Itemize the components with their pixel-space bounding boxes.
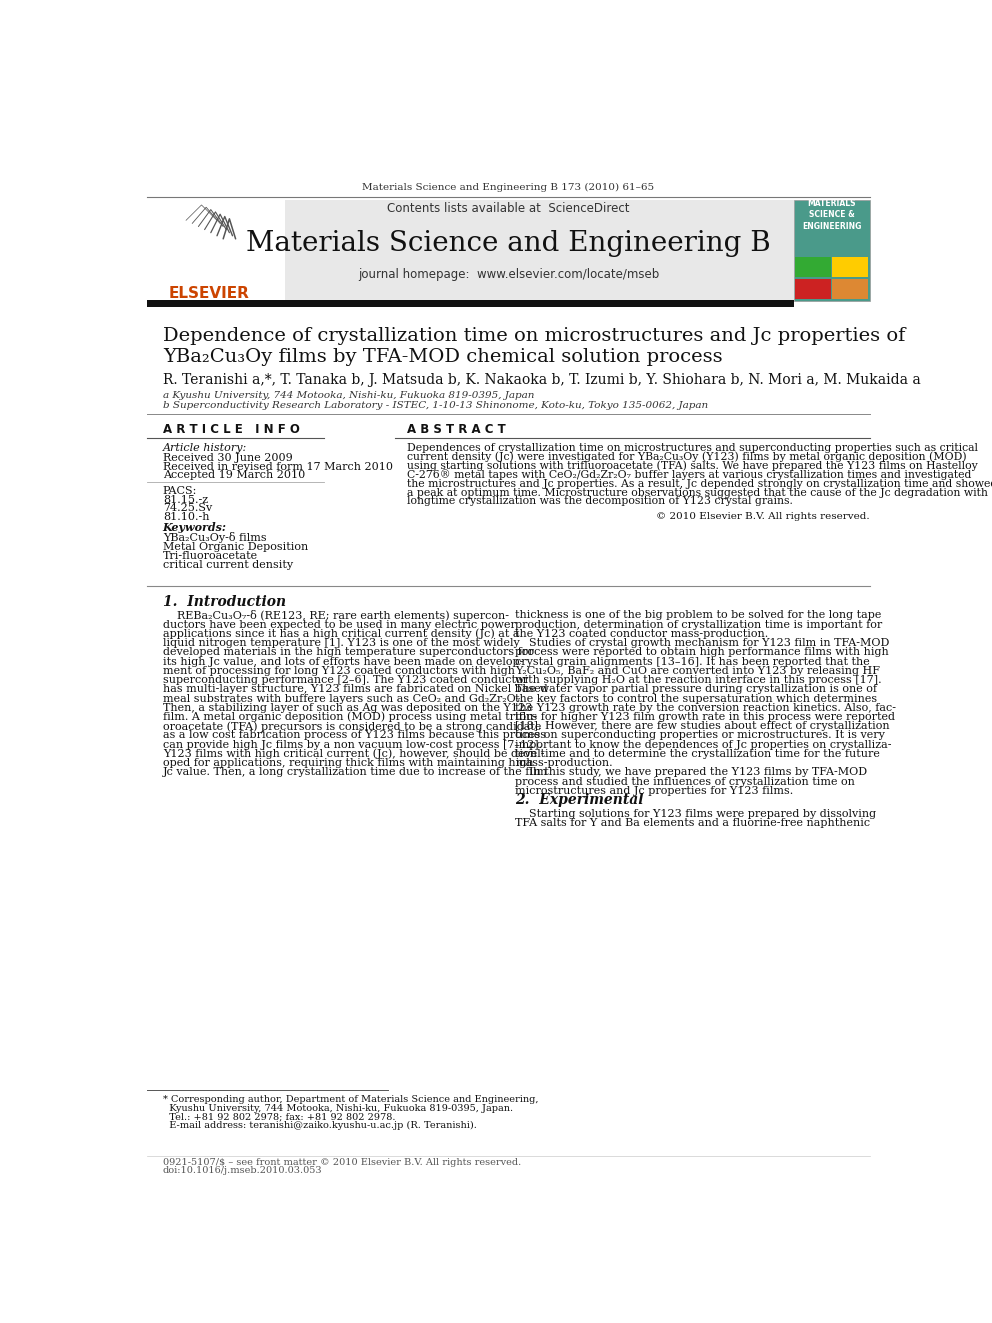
Text: oroacetate (TFA) precursors is considered to be a strong candidate: oroacetate (TFA) precursors is considere… [163,721,541,732]
Text: 81.15.-z: 81.15.-z [163,495,208,505]
Text: Dependence of crystallization time on microstructures and Jc properties of: Dependence of crystallization time on mi… [163,327,905,345]
Text: Received 30 June 2009: Received 30 June 2009 [163,454,293,463]
Text: process and studied the influences of crystallization time on: process and studied the influences of cr… [516,777,855,787]
Bar [147,200,286,302]
Text: Materials Science and Engineering B: Materials Science and Engineering B [246,230,771,257]
Text: Y123 films with high critical current (Jc), however, should be devel-: Y123 films with high critical current (J… [163,749,545,759]
Text: 74.25.Sv: 74.25.Sv [163,503,212,513]
Text: E-mail address: teranishi@zaiko.kyushu-u.ac.jp (R. Teranishi).: E-mail address: teranishi@zaiko.kyushu-u… [163,1121,476,1130]
Text: tion time and to determine the crystallization time for the future: tion time and to determine the crystalli… [516,749,880,759]
Text: Keywords:: Keywords: [163,523,227,533]
Text: Contents lists available at  ScienceDirect: Contents lists available at ScienceDirec… [387,202,630,216]
Text: TFA salts for Y and Ba elements and a fluorine-free naphthenic: TFA salts for Y and Ba elements and a fl… [516,818,871,828]
Text: the Y123 growth rate by the conversion reaction kinetics. Also, fac-: the Y123 growth rate by the conversion r… [516,703,897,713]
Text: has multi-layer structure, Y123 films are fabricated on Nickel based: has multi-layer structure, Y123 films ar… [163,684,548,695]
Text: production, determination of crystallization time is important for: production, determination of crystalliza… [516,619,883,630]
Text: Starting solutions for Y123 films were prepared by dissolving: Starting solutions for Y123 films were p… [516,810,877,819]
Text: journal homepage:  www.elsevier.com/locate/mseb: journal homepage: www.elsevier.com/locat… [358,267,659,280]
Bar [147,300,795,307]
Text: 81.10.-h: 81.10.-h [163,512,209,521]
Text: Materials Science and Engineering B 173 (2010) 61–65: Materials Science and Engineering B 173 … [362,183,655,192]
Text: © 2010 Elsevier B.V. All rights reserved.: © 2010 Elsevier B.V. All rights reserved… [656,512,870,521]
Text: b Superconductivity Research Laboratory - ISTEC, 1-10-13 Shinonome, Koto-ku, Tok: b Superconductivity Research Laboratory … [163,401,708,410]
Text: R. Teranishi a,*, T. Tanaka b, J. Matsuda b, K. Nakaoka b, T. Izumi b, Y. Shioha: R. Teranishi a,*, T. Tanaka b, J. Matsud… [163,373,921,386]
Text: ELSEVIER: ELSEVIER [169,286,250,302]
Text: meal substrates with buffere layers such as CeO₂ and Gd₂Zr₂O₇.: meal substrates with buffere layers such… [163,693,524,704]
Text: Dependences of crystallization time on microstructures and superconducting prope: Dependences of crystallization time on m… [407,443,978,454]
Text: film. A metal organic deposition (MOD) process using metal triflu-: film. A metal organic deposition (MOD) p… [163,712,537,722]
Text: tors for higher Y123 film growth rate in this process were reported: tors for higher Y123 film growth rate in… [516,712,896,722]
Text: superconducting performance [2–6]. The Y123 coated conductor: superconducting performance [2–6]. The Y… [163,675,528,685]
Text: ment of processing for long Y123 coated conductors with high: ment of processing for long Y123 coated … [163,665,515,676]
Text: its high Jc value, and lots of efforts have been made on develop-: its high Jc value, and lots of efforts h… [163,656,523,667]
Text: C-276® metal tapes with CeO₂/Gd₂Zr₂O₇ buffer layers at various crystallization t: C-276® metal tapes with CeO₂/Gd₂Zr₂O₇ bu… [407,470,971,480]
Text: developed materials in the high temperature superconductors for: developed materials in the high temperat… [163,647,534,658]
Text: with supplying H₂O at the reaction interface in this process [17].: with supplying H₂O at the reaction inter… [516,675,882,685]
Text: MATERIALS
SCIENCE &
ENGINEERING: MATERIALS SCIENCE & ENGINEERING [802,198,861,232]
Bar [795,200,870,302]
Text: a peak at optimum time. Microstructure observations suggested that the cause of : a peak at optimum time. Microstructure o… [407,488,988,497]
Text: PACS:: PACS: [163,486,197,496]
Text: Tri-fluoroacetate: Tri-fluoroacetate [163,552,258,561]
Text: current density (Jc) were investigated for YBa₂Cu₃Oy (Y123) films by metal organ: current density (Jc) were investigated f… [407,452,966,463]
Text: the key factors to control the supersaturation which determines: the key factors to control the supersatu… [516,693,878,704]
Text: microstructures and Jc properties for Y123 films.: microstructures and Jc properties for Y1… [516,786,794,796]
Text: can provide high Jc films by a non vacuum low-cost process [7–12].: can provide high Jc films by a non vacuu… [163,740,542,750]
Text: A R T I C L E   I N F O: A R T I C L E I N F O [163,423,300,437]
Text: the microstructures and Jc properties. As a result, Jc depended strongly on crys: the microstructures and Jc properties. A… [407,479,992,488]
Bar [832,279,868,299]
Text: applications since it has a high critical current density (Jc) at a: applications since it has a high critica… [163,628,519,639]
Text: YBa₂Cu₃Oy films by TFA-MOD chemical solution process: YBa₂Cu₃Oy films by TFA-MOD chemical solu… [163,348,722,365]
Text: REBa₂Cu₃O₇-δ (RE123, RE; rare earth elements) supercon-: REBa₂Cu₃O₇-δ (RE123, RE; rare earth elem… [163,610,509,620]
Text: important to know the dependences of Jc properties on crystalliza-: important to know the dependences of Jc … [516,740,892,750]
Text: using starting solutions with trifluoroacetate (TFA) salts. We have prepared the: using starting solutions with trifluoroa… [407,460,978,471]
Text: Article history:: Article history: [163,443,247,454]
Text: crystal grain alignments [13–16]. It has been reported that the: crystal grain alignments [13–16]. It has… [516,656,870,667]
Text: ductors have been expected to be used in many electric power: ductors have been expected to be used in… [163,619,516,630]
Bar [796,257,830,278]
Text: The water vapor partial pressure during crystallization is one of: The water vapor partial pressure during … [516,684,877,695]
Bar [796,279,830,299]
Text: In this study, we have prepared the Y123 films by TFA-MOD: In this study, we have prepared the Y123… [516,767,867,778]
Text: mass-production.: mass-production. [516,758,613,769]
Text: Y₂Cu₂O₅, BaF₂ and CuO are converted into Y123 by releasing HF: Y₂Cu₂O₅, BaF₂ and CuO are converted into… [516,665,880,676]
Text: longtime crystallization was the decomposition of Y123 crystal grains.: longtime crystallization was the decompo… [407,496,793,507]
Text: * Corresponding author, Department of Materials Science and Engineering,: * Corresponding author, Department of Ma… [163,1095,539,1105]
Text: [18]. However, there are few studies about effect of crystallization: [18]. However, there are few studies abo… [516,721,890,732]
Text: Metal Organic Deposition: Metal Organic Deposition [163,542,308,552]
Text: Studies of crystal growth mechanism for Y123 film in TFA-MOD: Studies of crystal growth mechanism for … [516,638,890,648]
Text: YBa₂Cu₃Oy-δ films: YBa₂Cu₃Oy-δ films [163,532,267,544]
Text: Then, a stabilizing layer of such as Ag was deposited on the Y123: Then, a stabilizing layer of such as Ag … [163,703,532,713]
Text: doi:10.1016/j.mseb.2010.03.053: doi:10.1016/j.mseb.2010.03.053 [163,1166,322,1175]
Text: a Kyushu University, 744 Motooka, Nishi-ku, Fukuoka 819-0395, Japan: a Kyushu University, 744 Motooka, Nishi-… [163,392,534,401]
Text: Kyushu University, 744 Motooka, Nishi-ku, Fukuoka 819-0395, Japan.: Kyushu University, 744 Motooka, Nishi-ku… [163,1103,513,1113]
Text: Jc value. Then, a long crystallization time due to increase of the film: Jc value. Then, a long crystallization t… [163,767,548,778]
Text: oped for applications, requiring thick films with maintaining high: oped for applications, requiring thick f… [163,758,534,769]
Text: liquid nitrogen temperature [1]. Y123 is one of the most widely: liquid nitrogen temperature [1]. Y123 is… [163,638,520,648]
Text: 2.  Experimental: 2. Experimental [516,794,644,807]
Text: as a low cost fabrication process of Y123 films because this process: as a low cost fabrication process of Y12… [163,730,546,741]
Text: Accepted 19 March 2010: Accepted 19 March 2010 [163,470,305,480]
Text: critical current density: critical current density [163,561,293,570]
Text: 1.  Introduction: 1. Introduction [163,594,286,609]
Text: process were reported to obtain high performance films with high: process were reported to obtain high per… [516,647,889,658]
Text: time on superconducting properties or microstructures. It is very: time on superconducting properties or mi… [516,730,885,741]
Text: Received in revised form 17 March 2010: Received in revised form 17 March 2010 [163,462,393,472]
Text: Tel.: +81 92 802 2978; fax: +81 92 802 2978.: Tel.: +81 92 802 2978; fax: +81 92 802 2… [163,1113,395,1121]
Text: the Y123 coated conductor mass-production.: the Y123 coated conductor mass-productio… [516,628,769,639]
Text: 0921-5107/$ – see front matter © 2010 Elsevier B.V. All rights reserved.: 0921-5107/$ – see front matter © 2010 El… [163,1158,521,1167]
Text: thickness is one of the big problem to be solved for the long tape: thickness is one of the big problem to b… [516,610,882,620]
Bar [832,257,868,278]
Text: A B S T R A C T: A B S T R A C T [407,423,506,437]
Bar [147,200,795,302]
